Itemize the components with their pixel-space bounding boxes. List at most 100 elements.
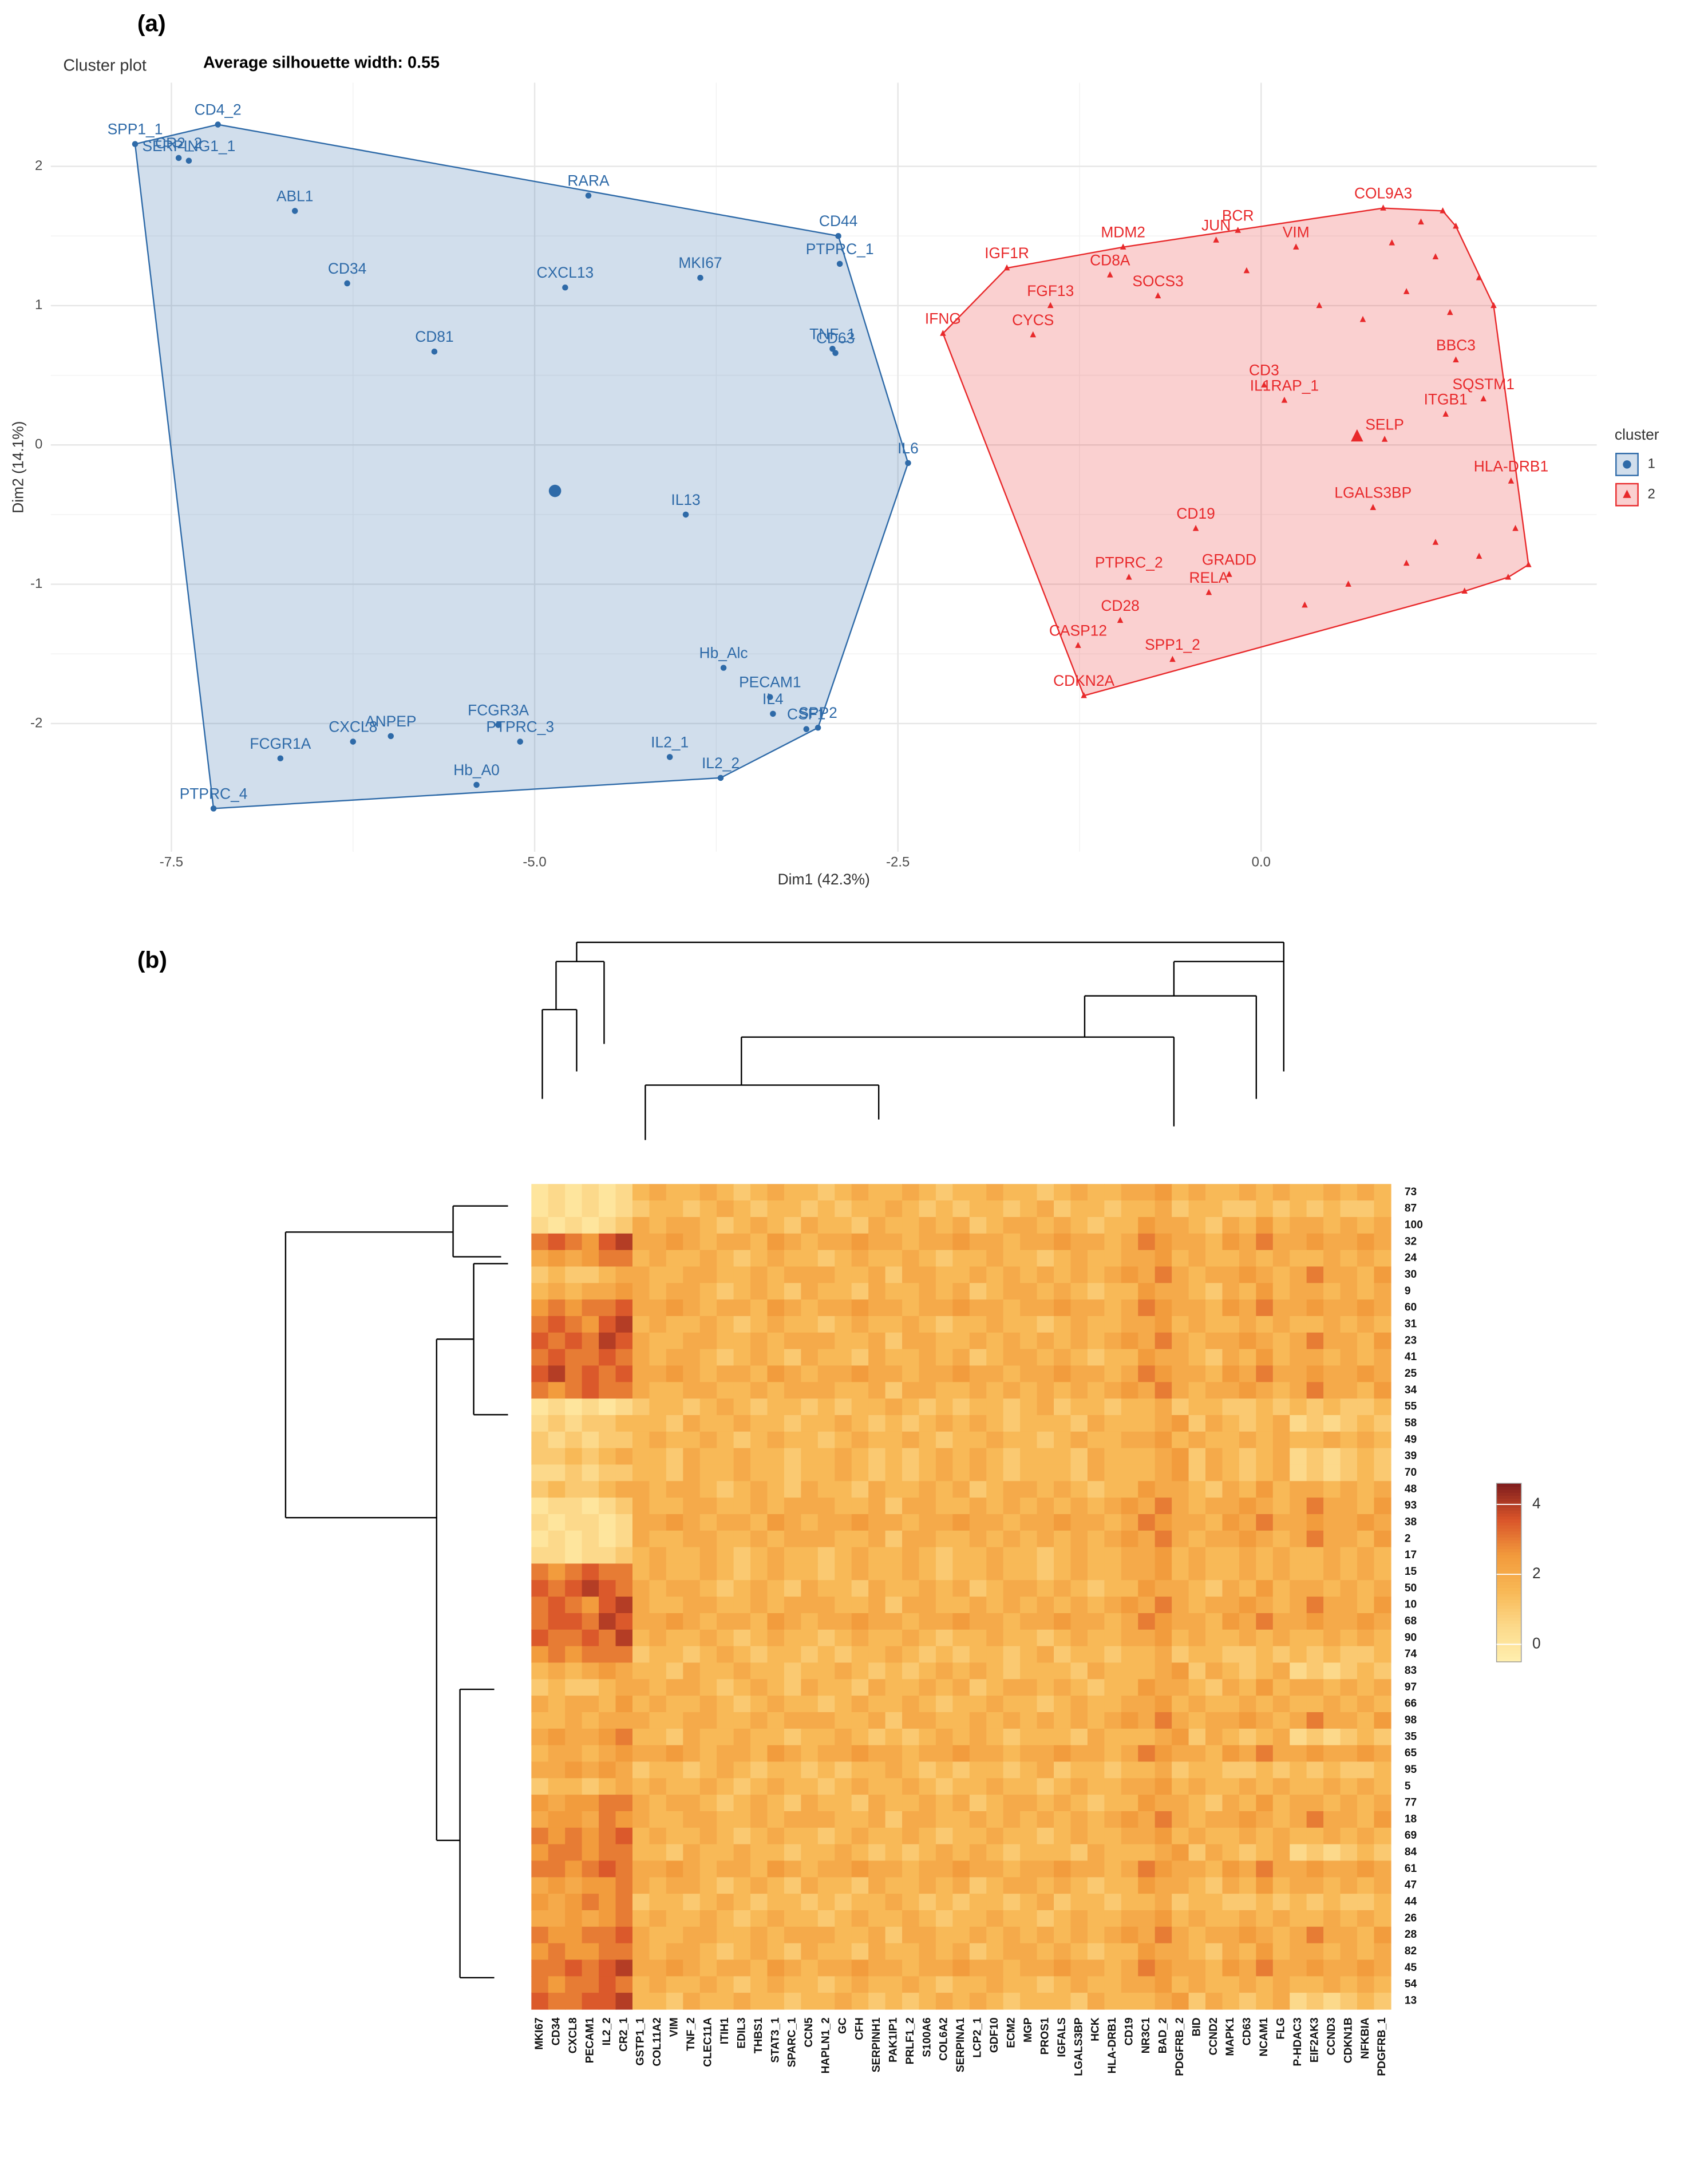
heatmap-cell xyxy=(902,1679,920,1696)
heatmap-cell xyxy=(986,1530,1004,1548)
heatmap-cell xyxy=(835,1778,852,1795)
heatmap-cell xyxy=(1290,1431,1307,1449)
heatmap-cell xyxy=(1003,1415,1021,1432)
heatmap-cell xyxy=(1087,1332,1105,1350)
heatmap-cell xyxy=(868,1894,886,1911)
heatmap-cell xyxy=(969,1299,987,1317)
point-label: FGF13 xyxy=(1027,282,1074,299)
heatmap-cell xyxy=(835,1910,852,1927)
point xyxy=(1126,574,1132,580)
colorbar-step xyxy=(1496,1626,1521,1630)
heatmap-cell xyxy=(835,1514,852,1531)
heatmap-cell xyxy=(1121,1514,1138,1531)
heatmap-cell xyxy=(902,1349,920,1366)
heatmap-cell xyxy=(717,1250,734,1267)
heatmap-cell xyxy=(1306,1498,1324,1515)
heatmap-cell xyxy=(1357,1613,1375,1630)
heatmap-cell xyxy=(1172,1910,1189,1927)
heatmap-cell xyxy=(649,1216,667,1234)
heatmap-cell xyxy=(1239,1498,1257,1515)
heatmap-cell xyxy=(1087,1712,1105,1729)
heatmap-cell xyxy=(767,1250,785,1267)
heatmap-cell xyxy=(851,1679,869,1696)
row-label: 97 xyxy=(1405,1681,1417,1693)
heatmap-cell xyxy=(1037,1894,1054,1911)
heatmap-cell xyxy=(851,1530,869,1548)
heatmap-cell xyxy=(1172,1431,1189,1449)
heatmap-cell xyxy=(851,1514,869,1531)
heatmap-cell xyxy=(750,1332,768,1350)
heatmap-cell xyxy=(952,1894,970,1911)
heatmap-cell xyxy=(919,1547,936,1564)
row-label: 47 xyxy=(1405,1879,1417,1891)
heatmap-cell xyxy=(1222,1250,1240,1267)
heatmap-cell xyxy=(1155,1778,1172,1795)
heatmap-cell xyxy=(1087,1349,1105,1366)
row-label: 31 xyxy=(1405,1318,1417,1330)
heatmap-cell xyxy=(1222,1498,1240,1515)
heatmap-cell xyxy=(767,1200,785,1218)
heatmap-cell xyxy=(1306,1976,1324,1993)
heatmap-cell xyxy=(615,1629,633,1647)
heatmap-cell xyxy=(1172,1365,1189,1383)
heatmap-cell xyxy=(935,1498,954,1515)
heatmap-cell xyxy=(733,1365,751,1383)
heatmap-cell xyxy=(548,1498,566,1515)
heatmap-cell xyxy=(784,1877,802,1894)
heatmap-cell xyxy=(582,1514,599,1531)
heatmap-cell xyxy=(1306,1349,1324,1366)
heatmap-cell xyxy=(1087,1894,1105,1911)
heatmap-cell xyxy=(666,1498,684,1515)
heatmap-cell xyxy=(1374,1563,1391,1581)
heatmap-cell xyxy=(1272,1332,1290,1350)
heatmap-cell xyxy=(1087,1299,1105,1317)
colorbar-step xyxy=(1496,1629,1521,1633)
heatmap-cell xyxy=(1037,1728,1054,1746)
heatmap-cell xyxy=(935,1860,954,1878)
heatmap-cell xyxy=(1087,1959,1105,1977)
heatmap-cell xyxy=(632,1233,650,1251)
heatmap-cell xyxy=(1290,1415,1307,1432)
heatmap-cell xyxy=(1070,1959,1088,1977)
heatmap-cell xyxy=(1357,1712,1375,1729)
heatmap-cell xyxy=(784,1959,802,1977)
heatmap-cell xyxy=(1138,1926,1156,1944)
column-label: CD19 xyxy=(1124,2017,1136,2045)
heatmap-cell xyxy=(632,1184,650,1201)
heatmap-cell xyxy=(565,1662,583,1680)
heatmap-cell xyxy=(1020,1250,1038,1267)
heatmap-cell xyxy=(1087,1233,1105,1251)
heatmap-cell xyxy=(902,1431,920,1449)
heatmap-cell xyxy=(666,1184,684,1201)
heatmap-cell xyxy=(919,1795,936,1812)
heatmap-cell xyxy=(565,1728,583,1746)
heatmap-cell xyxy=(1357,1415,1375,1432)
heatmap-cell xyxy=(1121,1728,1138,1746)
heatmap-cell xyxy=(750,1894,768,1911)
heatmap-cell xyxy=(1138,1563,1156,1581)
heatmap-cell xyxy=(817,1398,835,1416)
heatmap-cell xyxy=(1323,1464,1341,1482)
heatmap-cell xyxy=(868,1613,886,1630)
heatmap-cell xyxy=(767,1795,785,1812)
heatmap-cell xyxy=(531,1250,549,1267)
heatmap-cell xyxy=(649,1448,667,1465)
heatmap-cell xyxy=(851,1266,869,1284)
heatmap-cell xyxy=(969,1250,987,1267)
heatmap-cell xyxy=(767,1530,785,1548)
heatmap-cell xyxy=(1037,1613,1054,1630)
heatmap-cell xyxy=(582,1910,599,1927)
heatmap-cell xyxy=(1104,1299,1122,1317)
heatmap-cell xyxy=(1104,1811,1122,1828)
heatmap-cell xyxy=(733,1250,751,1267)
colorbar-step xyxy=(1496,1620,1521,1624)
heatmap-cell xyxy=(1104,1761,1122,1779)
heatmap-cell xyxy=(1306,1415,1324,1432)
colorbar-step xyxy=(1496,1653,1521,1657)
heatmap-cell xyxy=(1222,1431,1240,1449)
heatmap-cell xyxy=(1037,1481,1054,1498)
heatmap-cell xyxy=(1290,1811,1307,1828)
heatmap-cell xyxy=(683,1498,701,1515)
heatmap-cell xyxy=(717,1398,734,1416)
heatmap-cell xyxy=(1357,1332,1375,1350)
